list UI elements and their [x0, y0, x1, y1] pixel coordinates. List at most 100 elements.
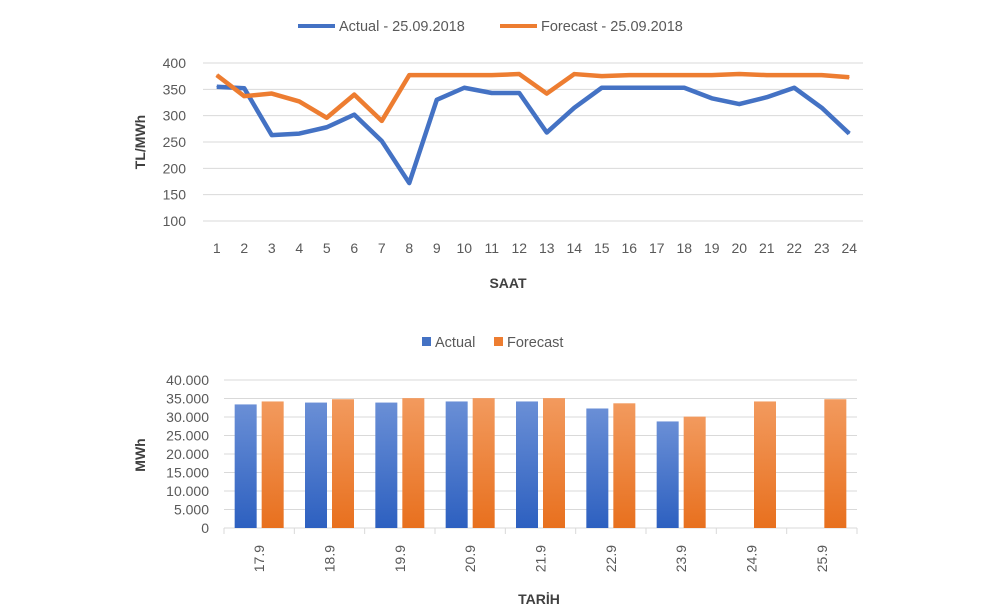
- legend-actual-swatch: [422, 337, 431, 346]
- legend-forecast-label: Forecast: [507, 335, 563, 351]
- x-tick-label: 17: [649, 240, 665, 256]
- x-tick-label: 8: [405, 240, 413, 256]
- x-tick-label: 15: [594, 240, 610, 256]
- volume-bar-chart: Actual Forecast MWh TARİH 0 5.000 10.000 15…: [132, 335, 858, 607]
- data-point: [298, 100, 300, 102]
- x-tick-label: 19.9: [392, 545, 408, 572]
- y-tick-label: 35.000: [166, 391, 209, 407]
- x-tick-label: 12: [511, 240, 527, 256]
- y-tick-label: 5.000: [174, 502, 209, 518]
- data-point: [463, 74, 465, 76]
- x-tick-label: 21.9: [533, 545, 549, 572]
- data-point: [601, 75, 603, 77]
- bar-actual: [516, 401, 538, 528]
- x-tick-label: 20.9: [462, 545, 478, 572]
- data-point: [408, 182, 410, 184]
- y-tick-label: 40.000: [166, 372, 209, 388]
- data-point: [381, 140, 383, 142]
- x-tick-label: 2: [240, 240, 248, 256]
- x-tick-label: 23.9: [673, 545, 689, 572]
- x-tick-label: 24: [841, 240, 857, 256]
- data-point: [848, 133, 850, 135]
- data-point: [573, 73, 575, 75]
- x-tick-label: 6: [350, 240, 358, 256]
- data-point: [518, 92, 520, 94]
- y-tick-label: 150: [163, 187, 187, 203]
- y-tick-label: 200: [163, 160, 187, 176]
- data-point: [243, 87, 245, 89]
- data-point: [628, 74, 630, 76]
- x-tick-label: 16: [621, 240, 637, 256]
- x-tick-label: 25.9: [814, 545, 830, 572]
- y-tick-label: 10.000: [166, 483, 209, 499]
- x-tick-label: 1: [213, 240, 221, 256]
- bar-forecast: [613, 403, 636, 528]
- x-tick-label: 22.9: [603, 545, 619, 572]
- bar-forecast: [332, 399, 354, 528]
- data-point: [601, 87, 603, 89]
- data-point: [821, 74, 823, 76]
- data-point: [216, 74, 218, 76]
- data-point: [656, 74, 658, 76]
- data-point: [436, 74, 438, 76]
- data-point: [546, 93, 548, 95]
- x-tick-label: 14: [566, 240, 582, 256]
- data-point: [656, 87, 658, 89]
- data-point: [573, 107, 575, 109]
- x-tick-label: 4: [295, 240, 303, 256]
- bar-actual: [656, 421, 679, 528]
- bar-forecast: [472, 398, 495, 528]
- x-tick-label: 20: [731, 240, 747, 256]
- data-point: [298, 133, 300, 135]
- y-tick-label: 25.000: [166, 428, 209, 444]
- x-tick-label: 10: [456, 240, 472, 256]
- bar-actual: [586, 408, 609, 528]
- data-point: [738, 103, 740, 105]
- data-point: [766, 74, 768, 76]
- data-point: [408, 74, 410, 76]
- data-point: [326, 117, 328, 119]
- data-point: [353, 114, 355, 116]
- data-point: [683, 87, 685, 89]
- data-point: [436, 99, 438, 101]
- data-point: [326, 126, 328, 128]
- x-tick-label: 23: [814, 240, 830, 256]
- y-tick-label: 30.000: [166, 409, 209, 425]
- data-point: [738, 73, 740, 75]
- data-point: [271, 134, 273, 136]
- data-point: [711, 74, 713, 76]
- x-tick-label: 13: [539, 240, 555, 256]
- bar-actual: [375, 402, 398, 528]
- x-tick-label: 9: [433, 240, 441, 256]
- x-tick-label: 24.9: [744, 545, 760, 572]
- series-line-actual: [216, 84, 851, 186]
- data-point: [766, 96, 768, 98]
- x-tick-label: 19: [704, 240, 720, 256]
- bar-actual: [234, 404, 257, 528]
- x-tick-label: 3: [268, 240, 276, 256]
- legend-forecast-swatch: [494, 337, 503, 346]
- y-tick-label: 300: [163, 108, 187, 124]
- data-point: [353, 94, 355, 96]
- x-tick-label: 18: [676, 240, 692, 256]
- data-point: [546, 132, 548, 134]
- data-point: [793, 87, 795, 89]
- data-point: [821, 107, 823, 109]
- line-chart-legend: Actual - 25.09.2018 Forecast - 25.09.201…: [298, 19, 683, 35]
- y-axis-title: MWh: [132, 438, 148, 471]
- data-point: [216, 86, 218, 88]
- data-point: [381, 120, 383, 122]
- x-tick-label: 21: [759, 240, 775, 256]
- legend-forecast-label: Forecast - 25.09.2018: [541, 19, 683, 35]
- y-tick-label: 400: [163, 55, 187, 71]
- data-point: [683, 74, 685, 76]
- series-line-forecast: [215, 71, 850, 124]
- data-point: [628, 87, 630, 89]
- data-point: [243, 95, 245, 97]
- bar-forecast: [683, 416, 706, 528]
- x-tick-label: 18.9: [322, 545, 338, 572]
- x-axis-title: TARİH: [518, 591, 560, 607]
- data-point: [491, 74, 493, 76]
- bar-forecast: [824, 399, 847, 528]
